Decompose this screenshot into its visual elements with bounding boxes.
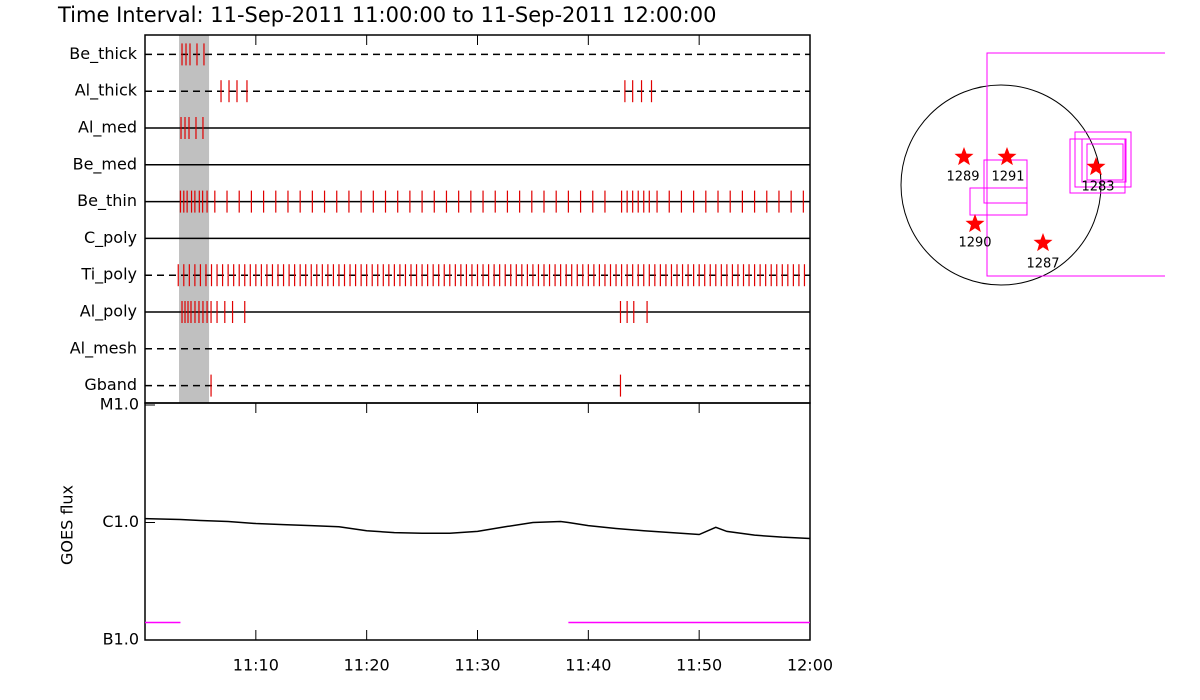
row-label: Be_thick [69, 44, 137, 64]
row-label: C_poly [84, 228, 137, 248]
region-star [954, 147, 974, 166]
fov-box [969, 187, 1028, 216]
region-label: 1287 [1026, 257, 1059, 272]
x-tick-label: 12:00 [787, 656, 833, 675]
solar-disk [900, 84, 1102, 286]
y-axis-label: GOES flux [58, 485, 77, 565]
region-label: 1290 [958, 236, 991, 251]
row-label: Al_mesh [70, 338, 137, 358]
region-label: 1289 [946, 170, 979, 185]
title: Time Interval: 11-Sep-2011 11:00:00 to 1… [57, 3, 716, 27]
y-tick-label: C1.0 [102, 512, 139, 531]
x-tick-label: 11:20 [344, 656, 390, 675]
fov-box [1074, 131, 1132, 188]
region-star [1086, 157, 1106, 176]
panel-frame [144, 34, 811, 404]
row-label: Gband [84, 375, 137, 394]
region-label: 1283 [1081, 180, 1114, 195]
row-label: Be_med [73, 154, 137, 174]
row-label: Be_thin [77, 191, 137, 211]
x-tick-label: 11:10 [233, 656, 279, 675]
region-star [965, 214, 985, 233]
x-tick-label: 11:30 [454, 656, 500, 675]
series-line [144, 517, 811, 540]
context-map: 1289 1291 1283 1290 1287 [900, 52, 1165, 286]
region-star [997, 147, 1017, 166]
x-tick-label: 11:40 [565, 656, 611, 675]
row-label: Al_poly [80, 302, 137, 322]
panel-frame [144, 402, 811, 641]
row-label: Al_thick [75, 81, 138, 101]
y-tick-label: B1.0 [103, 630, 139, 649]
x-tick-label: 11:50 [676, 656, 722, 675]
fov-box [1069, 138, 1126, 194]
region-label: 1291 [991, 170, 1024, 185]
highlight-span [179, 35, 210, 403]
fov-box [1086, 143, 1124, 181]
region-star [1033, 233, 1053, 252]
row-label: Al_med [78, 118, 137, 138]
fov-box [986, 52, 1165, 277]
y-tick-label: M1.0 [100, 395, 139, 414]
fov-box [1081, 138, 1127, 183]
row-label: Ti_poly [80, 265, 137, 285]
